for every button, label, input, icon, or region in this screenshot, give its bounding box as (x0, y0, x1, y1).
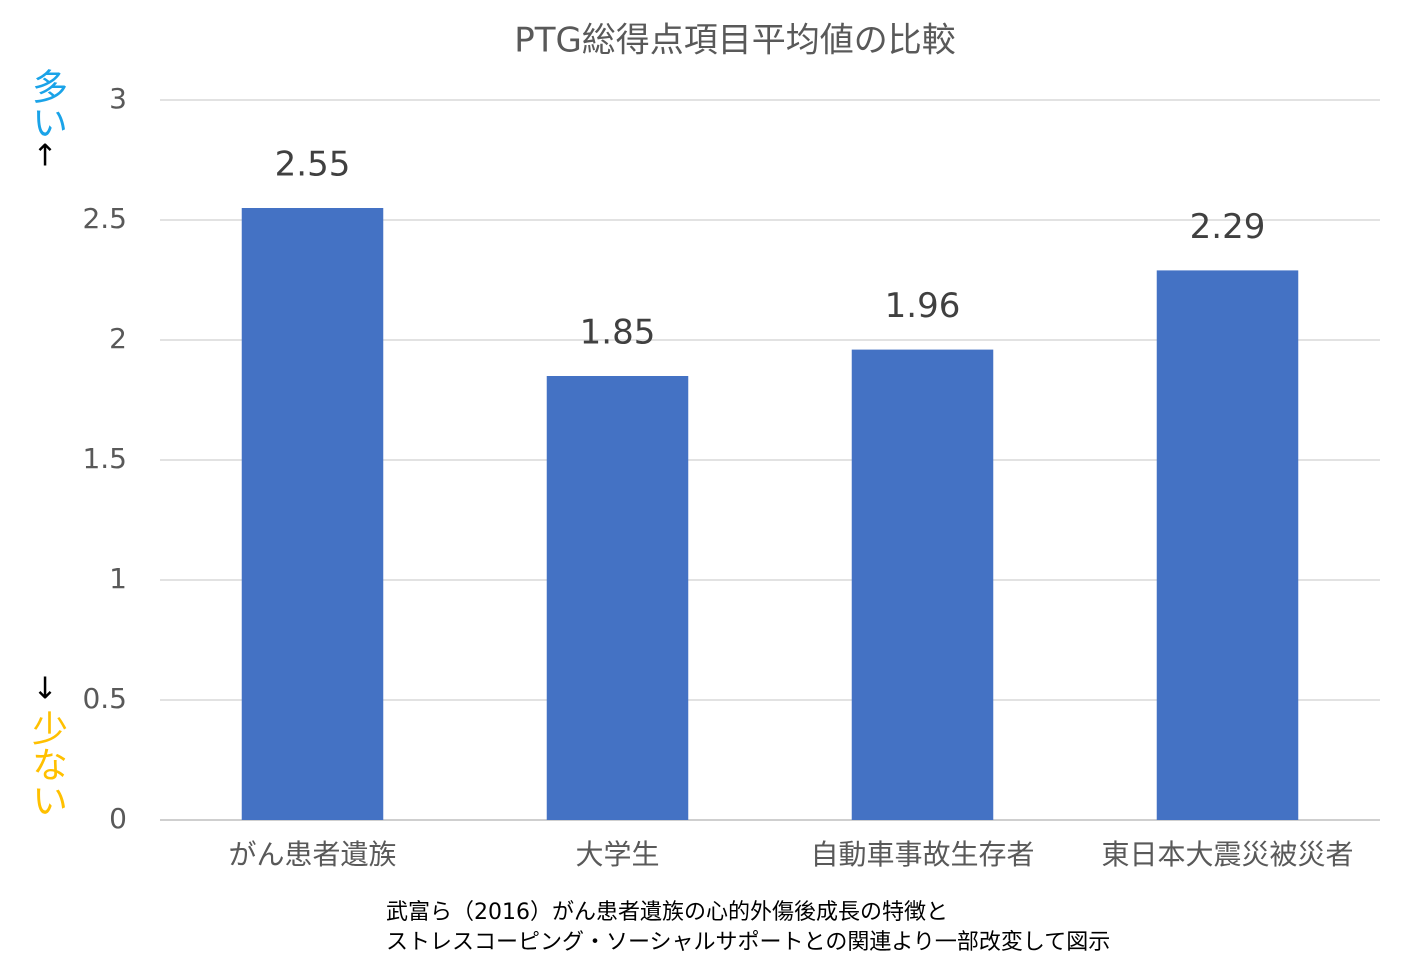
annotation: 多い (26, 68, 67, 140)
value-label: 2.55 (275, 145, 351, 185)
value-label: 1.85 (580, 313, 656, 353)
chart-title: PTG総得点項目平均値の比較 (514, 21, 956, 61)
y-tick-label: 1 (109, 562, 127, 595)
annotation: 少ない (26, 710, 67, 818)
y-tick-label: 2.5 (82, 202, 127, 235)
value-label: 2.29 (1190, 207, 1266, 247)
source-note: ストレスコーピング・ソーシャルサポートとの関連より一部改変して図示 (386, 930, 1110, 955)
source-note: 武富ら（2016）がん患者遺族の心的外傷後成長の特徴と (386, 900, 948, 925)
y-tick-label: 1.5 (82, 442, 127, 475)
bar (546, 376, 689, 820)
annotation: ↑ (32, 139, 57, 174)
x-tick-label: 自動車事故生存者 (810, 838, 1034, 871)
bar (851, 349, 994, 820)
y-tick-label: 0 (109, 802, 127, 835)
y-tick-label: 3 (109, 82, 127, 115)
y-tick-label: 2 (109, 322, 127, 355)
value-label: 1.96 (885, 286, 961, 326)
y-tick-label: 0.5 (82, 682, 127, 715)
bar (1156, 270, 1299, 820)
x-tick-label: 東日本大震災被災者 (1101, 838, 1353, 871)
bar (241, 208, 384, 820)
x-tick-label: がん患者遺族 (228, 838, 396, 871)
annotation: ↓ (32, 672, 57, 707)
x-tick-label: 大学生 (575, 838, 659, 871)
